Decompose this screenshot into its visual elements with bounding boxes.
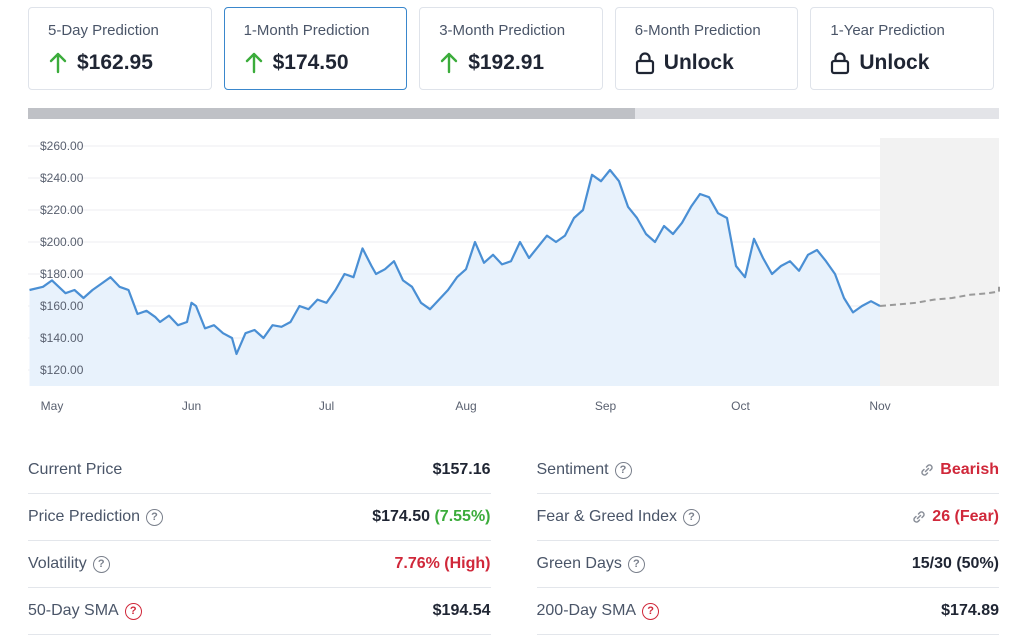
card-label: 5-Day Prediction (48, 22, 159, 39)
stat-label-text: Green Days (536, 555, 622, 572)
y-axis-labels: $120.00 $140.00 $160.00 $180.00 $200.00 $220.… (40, 139, 84, 377)
card-1-year[interactable]: 1-Year Prediction Unlock (810, 7, 994, 90)
stat-row: Sentiment? Bearish (536, 447, 999, 494)
stats-right-column: Sentiment? Bearish Fear & Greed Index? 26 (… (536, 447, 999, 635)
card-label: 1-Year Prediction (830, 22, 945, 39)
stat-label-text: Sentiment (536, 461, 609, 478)
help-icon[interactable]: ? (683, 508, 701, 526)
prediction-cards: 5-Day Prediction $162.95 1-Month Predict… (28, 7, 994, 90)
stat-label: Current Price (28, 461, 122, 479)
card-label: 6-Month Prediction (634, 22, 761, 39)
stat-row: 200-Day SMA? $174.89 (536, 588, 999, 635)
stat-label: Sentiment? (537, 461, 632, 479)
stat-value: $174.50 (7.55%) (372, 508, 490, 526)
stat-row: Volatility? 7.76% (High) (28, 541, 491, 588)
stat-value-main: 7.76% (High) (394, 555, 491, 572)
price-line (29, 168, 881, 356)
card-value: Unlock (859, 51, 930, 74)
stat-label-text: Price Prediction (28, 508, 141, 525)
stat-value-main: $194.54 (432, 602, 491, 619)
stat-label: 50-Day SMA? (28, 602, 142, 620)
x-tick-label: Jul (319, 399, 334, 413)
y-tick-label: $220.00 (40, 203, 84, 217)
x-tick-label: Sep (595, 399, 617, 413)
arrow-up-icon (244, 51, 264, 75)
lock-icon (635, 51, 655, 75)
stat-value-main: $174.50 (372, 508, 431, 525)
x-tick-label: Nov (869, 399, 890, 413)
stat-value-main: Bearish (940, 461, 999, 478)
range-slider[interactable] (28, 108, 999, 119)
stat-label: 200-Day SMA? (537, 602, 660, 620)
stat-row: Current Price $157.16 (28, 447, 491, 494)
x-tick-label: Jun (182, 399, 201, 413)
price-chart: $120.00 $140.00 $160.00 $180.00 $200.00 $220.… (28, 138, 1000, 413)
y-tick-label: $200.00 (40, 235, 84, 249)
stat-row: 50-Day SMA? $194.54 (28, 588, 491, 635)
card-value: $192.91 (468, 51, 545, 74)
stat-value-main: 15/30 (50%) (911, 555, 999, 572)
y-tick-label: $180.00 (40, 267, 84, 281)
stat-value-main: $157.16 (432, 461, 491, 478)
arrow-up-icon (439, 51, 459, 75)
y-tick-label: $160.00 (40, 299, 84, 313)
stat-label-text: Current Price (28, 461, 123, 478)
y-tick-label: $240.00 (40, 171, 84, 185)
stat-label-text: Fear & Greed Index (536, 508, 678, 525)
stat-value: 7.76% (High) (394, 555, 490, 573)
stat-row: Price Prediction? $174.50 (7.55%) (28, 494, 491, 541)
card-3-month[interactable]: 3-Month Prediction $192.91 (419, 7, 603, 90)
card-label: 1-Month Prediction (243, 22, 370, 39)
stats-table: Current Price $157.16 Price Prediction? $17… (28, 447, 999, 635)
x-axis-labels: May Jun Jul Aug Sep Oct Nov (41, 399, 891, 413)
stat-label-text: Volatility (28, 555, 87, 572)
lock-icon (830, 51, 850, 75)
stat-value-extra: (7.55%) (430, 508, 491, 525)
stat-label-text: 50-Day SMA (28, 602, 119, 619)
help-icon[interactable]: ? (627, 555, 645, 573)
card-5-day[interactable]: 5-Day Prediction $162.95 (28, 7, 212, 90)
link-icon (911, 509, 932, 525)
x-tick-label: May (41, 399, 64, 413)
stat-value: 26 (Fear) (911, 508, 999, 526)
arrow-up-icon (48, 51, 68, 75)
card-6-month[interactable]: 6-Month Prediction Unlock (614, 7, 799, 90)
stat-value-main: $174.89 (941, 602, 999, 619)
card-label: 3-Month Prediction (439, 22, 566, 39)
card-value: Unlock (663, 51, 734, 74)
stat-label-text: 200-Day SMA (536, 602, 637, 619)
stat-label: Fear & Greed Index? (537, 508, 701, 526)
help-icon[interactable]: ? (614, 461, 632, 479)
stat-row: Fear & Greed Index? 26 (Fear) (536, 494, 999, 541)
forecast-background (880, 138, 999, 386)
price-area (29, 170, 880, 386)
help-icon[interactable]: ? (642, 602, 660, 620)
card-value: $162.95 (77, 51, 153, 74)
help-icon[interactable]: ? (146, 508, 164, 526)
forecast-line (879, 286, 1000, 307)
stat-label: Volatility? (28, 555, 110, 573)
y-tick-label: $120.00 (40, 363, 84, 377)
stat-label: Green Days? (537, 555, 645, 573)
link-icon (919, 462, 940, 478)
card-1-month[interactable]: 1-Month Prediction $174.50 (223, 7, 408, 90)
card-value: $174.50 (272, 51, 349, 74)
help-icon[interactable]: ? (92, 555, 110, 573)
x-tick-label: Aug (455, 399, 476, 413)
stat-value: 15/30 (50%) (912, 555, 999, 573)
stat-value: Bearish (919, 461, 999, 479)
y-tick-label: $140.00 (40, 331, 84, 345)
stat-row: Green Days? 15/30 (50%) (536, 541, 999, 588)
help-icon[interactable]: ? (124, 602, 142, 620)
stat-value: $157.16 (433, 461, 491, 479)
stat-value-main: 26 (Fear) (932, 508, 999, 525)
range-slider-handle[interactable] (28, 108, 635, 119)
stat-value: $194.54 (433, 602, 491, 620)
stat-label: Price Prediction? (28, 508, 164, 526)
x-tick-label: Oct (731, 399, 750, 413)
stats-left-column: Current Price $157.16 Price Prediction? $17… (28, 447, 491, 635)
y-tick-label: $260.00 (40, 139, 84, 153)
stat-value: $174.89 (941, 602, 999, 620)
